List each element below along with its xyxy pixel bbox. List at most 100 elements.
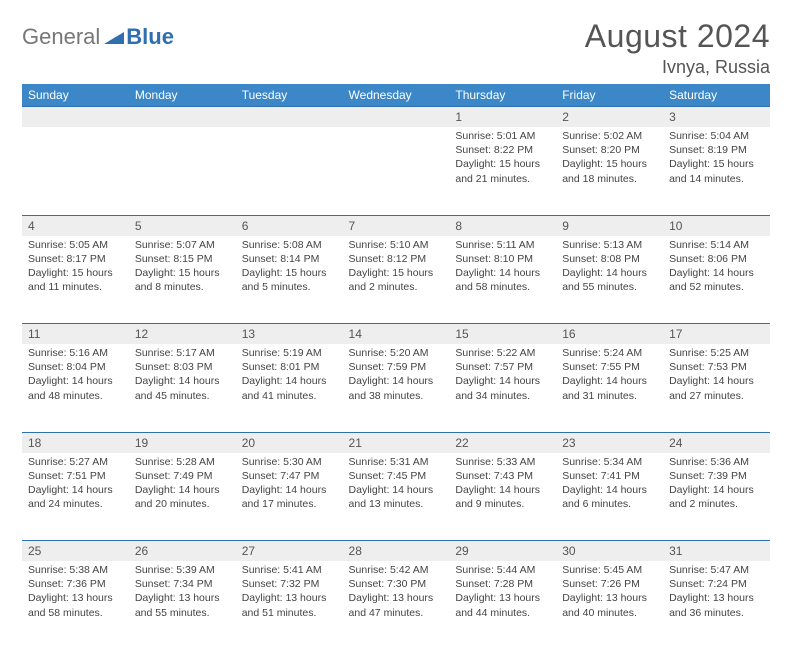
daynum-cell: 28 (343, 541, 450, 562)
daylight-text: and 14 minutes. (669, 172, 764, 186)
day-content: Sunrise: 5:42 AMSunset: 7:30 PMDaylight:… (343, 561, 450, 624)
day-cell: Sunrise: 5:36 AMSunset: 7:39 PMDaylight:… (663, 453, 770, 541)
daynum-cell: 4 (22, 215, 129, 236)
logo: General Blue (22, 18, 174, 50)
sunset-text: Sunset: 8:14 PM (242, 252, 337, 266)
daynum-row: 45678910 (22, 215, 770, 236)
day-cell: Sunrise: 5:02 AMSunset: 8:20 PMDaylight:… (556, 127, 663, 215)
weekday-header: Friday (556, 84, 663, 107)
daynum-row: 11121314151617 (22, 324, 770, 345)
day-content: Sunrise: 5:36 AMSunset: 7:39 PMDaylight:… (663, 453, 770, 516)
logo-triangle-icon (104, 28, 124, 47)
sunrise-text: Sunrise: 5:28 AM (135, 455, 230, 469)
day-number: 18 (22, 433, 129, 453)
day-number: 6 (236, 216, 343, 236)
sunset-text: Sunset: 8:04 PM (28, 360, 123, 374)
daylight-text: Daylight: 14 hours (669, 483, 764, 497)
sunset-text: Sunset: 7:36 PM (28, 577, 123, 591)
sunrise-text: Sunrise: 5:17 AM (135, 346, 230, 360)
day-number: 1 (449, 107, 556, 127)
daynum-cell: 23 (556, 432, 663, 453)
daylight-text: Daylight: 13 hours (28, 591, 123, 605)
day-number (22, 107, 129, 113)
sunrise-text: Sunrise: 5:14 AM (669, 238, 764, 252)
sunrise-text: Sunrise: 5:19 AM (242, 346, 337, 360)
day-cell (236, 127, 343, 215)
sunset-text: Sunset: 7:47 PM (242, 469, 337, 483)
day-number: 13 (236, 324, 343, 344)
sunset-text: Sunset: 8:17 PM (28, 252, 123, 266)
daylight-text: Daylight: 14 hours (455, 266, 550, 280)
day-cell: Sunrise: 5:25 AMSunset: 7:53 PMDaylight:… (663, 344, 770, 432)
day-content: Sunrise: 5:25 AMSunset: 7:53 PMDaylight:… (663, 344, 770, 407)
sunset-text: Sunset: 8:12 PM (349, 252, 444, 266)
daylight-text: and 2 minutes. (669, 497, 764, 511)
day-content: Sunrise: 5:41 AMSunset: 7:32 PMDaylight:… (236, 561, 343, 624)
daylight-text: and 44 minutes. (455, 606, 550, 620)
day-number (343, 107, 450, 113)
daynum-cell: 1 (449, 107, 556, 128)
day-content: Sunrise: 5:27 AMSunset: 7:51 PMDaylight:… (22, 453, 129, 516)
day-cell: Sunrise: 5:33 AMSunset: 7:43 PMDaylight:… (449, 453, 556, 541)
sunrise-text: Sunrise: 5:07 AM (135, 238, 230, 252)
day-number: 12 (129, 324, 236, 344)
daylight-text: and 58 minutes. (28, 606, 123, 620)
sunset-text: Sunset: 8:15 PM (135, 252, 230, 266)
sunrise-text: Sunrise: 5:04 AM (669, 129, 764, 143)
sunset-text: Sunset: 7:51 PM (28, 469, 123, 483)
sunrise-text: Sunrise: 5:13 AM (562, 238, 657, 252)
daynum-cell: 17 (663, 324, 770, 345)
day-cell: Sunrise: 5:42 AMSunset: 7:30 PMDaylight:… (343, 561, 450, 649)
sunrise-text: Sunrise: 5:05 AM (28, 238, 123, 252)
sunset-text: Sunset: 7:39 PM (669, 469, 764, 483)
day-number: 9 (556, 216, 663, 236)
daylight-text: Daylight: 15 hours (28, 266, 123, 280)
day-content: Sunrise: 5:07 AMSunset: 8:15 PMDaylight:… (129, 236, 236, 299)
day-number: 28 (343, 541, 450, 561)
daylight-text: and 45 minutes. (135, 389, 230, 403)
sunrise-text: Sunrise: 5:27 AM (28, 455, 123, 469)
logo-text-blue: Blue (126, 24, 174, 50)
day-content: Sunrise: 5:47 AMSunset: 7:24 PMDaylight:… (663, 561, 770, 624)
day-cell: Sunrise: 5:13 AMSunset: 8:08 PMDaylight:… (556, 236, 663, 324)
day-content: Sunrise: 5:28 AMSunset: 7:49 PMDaylight:… (129, 453, 236, 516)
daylight-text: and 5 minutes. (242, 280, 337, 294)
daynum-row: 123 (22, 107, 770, 128)
day-cell: Sunrise: 5:41 AMSunset: 7:32 PMDaylight:… (236, 561, 343, 649)
sunrise-text: Sunrise: 5:16 AM (28, 346, 123, 360)
logo-text-general: General (22, 24, 100, 50)
daynum-cell: 5 (129, 215, 236, 236)
day-number: 29 (449, 541, 556, 561)
weekday-header: Saturday (663, 84, 770, 107)
daynum-cell: 27 (236, 541, 343, 562)
sunrise-text: Sunrise: 5:11 AM (455, 238, 550, 252)
daylight-text: Daylight: 14 hours (242, 374, 337, 388)
day-content: Sunrise: 5:13 AMSunset: 8:08 PMDaylight:… (556, 236, 663, 299)
daynum-cell: 12 (129, 324, 236, 345)
daynum-cell: 16 (556, 324, 663, 345)
day-content: Sunrise: 5:20 AMSunset: 7:59 PMDaylight:… (343, 344, 450, 407)
daylight-text: and 52 minutes. (669, 280, 764, 294)
day-content: Sunrise: 5:33 AMSunset: 7:43 PMDaylight:… (449, 453, 556, 516)
daynum-cell: 10 (663, 215, 770, 236)
daylight-text: and 47 minutes. (349, 606, 444, 620)
week-row: Sunrise: 5:16 AMSunset: 8:04 PM Daylight:… (22, 344, 770, 432)
sunrise-text: Sunrise: 5:39 AM (135, 563, 230, 577)
daylight-text: Daylight: 15 hours (455, 157, 550, 171)
daylight-text: Daylight: 14 hours (455, 374, 550, 388)
day-cell: Sunrise: 5:27 AMSunset: 7:51 PMDaylight:… (22, 453, 129, 541)
day-content: Sunrise: 5:19 AMSunset: 8:01 PMDaylight:… (236, 344, 343, 407)
daylight-text: Daylight: 14 hours (455, 483, 550, 497)
day-cell: Sunrise: 5:34 AMSunset: 7:41 PMDaylight:… (556, 453, 663, 541)
daynum-cell: 22 (449, 432, 556, 453)
sunrise-text: Sunrise: 5:36 AM (669, 455, 764, 469)
sunset-text: Sunset: 8:10 PM (455, 252, 550, 266)
day-cell: Sunrise: 5:45 AMSunset: 7:26 PMDaylight:… (556, 561, 663, 649)
daylight-text: and 34 minutes. (455, 389, 550, 403)
day-number: 14 (343, 324, 450, 344)
daylight-text: Daylight: 14 hours (669, 266, 764, 280)
daylight-text: Daylight: 14 hours (562, 483, 657, 497)
day-number: 7 (343, 216, 450, 236)
sunrise-text: Sunrise: 5:24 AM (562, 346, 657, 360)
day-cell: Sunrise: 5:47 AMSunset: 7:24 PMDaylight:… (663, 561, 770, 649)
